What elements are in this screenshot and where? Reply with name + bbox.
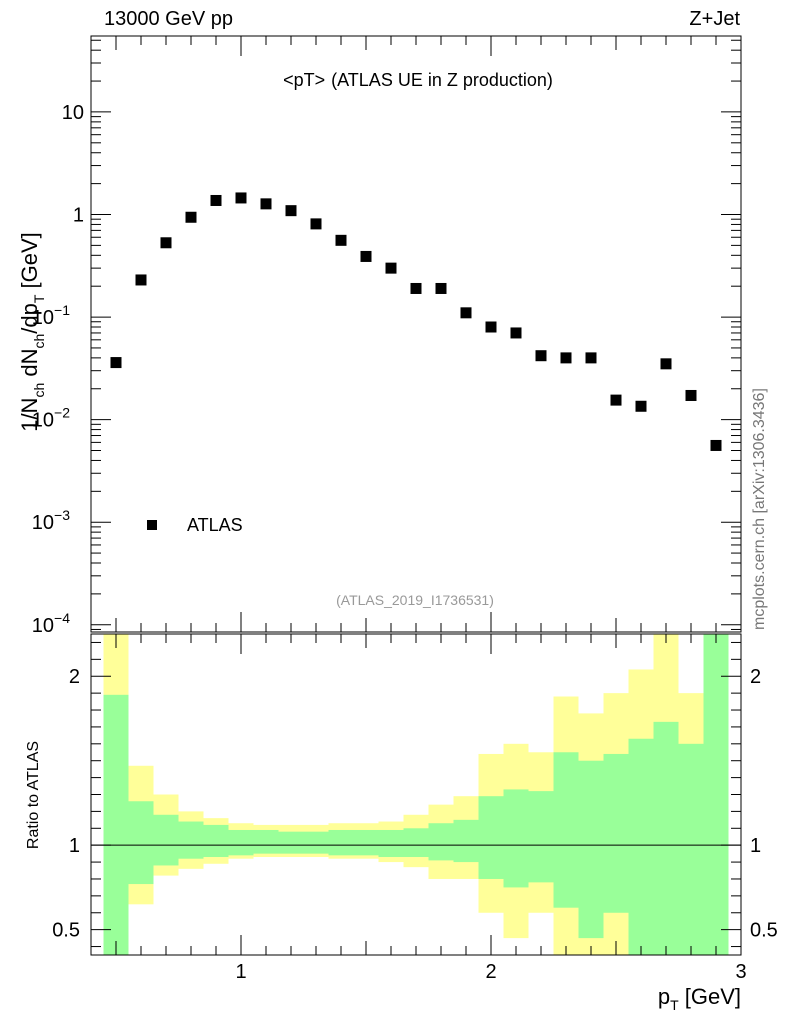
inner-band-bin — [328, 829, 354, 856]
main-plot-panel: <pT> (ATLAS UE in Z production) 1/Nch dNc… — [17, 35, 742, 637]
x-tick-label: 1 — [235, 961, 246, 983]
inner-band-bin — [203, 824, 229, 858]
data-point — [310, 218, 322, 230]
x-tick-label: 2 — [485, 961, 496, 983]
inner-band-bin — [703, 634, 729, 955]
inner-band-bin — [228, 829, 254, 856]
inner-band-bin — [428, 823, 454, 861]
data-point — [235, 192, 247, 204]
data-point — [210, 194, 222, 206]
main-plot-frame — [90, 35, 742, 633]
inner-band-bin — [678, 743, 704, 955]
inner-band-bin — [303, 831, 329, 854]
mcplots-reference-label: mcplots.cern.ch [arXiv:1306.3436] — [751, 388, 768, 630]
y-tick-label: 10−1 — [32, 302, 70, 329]
ratio-y-tick-label-right: 1 — [750, 835, 761, 857]
inner-band-bin — [578, 760, 604, 939]
x-axis-label: pT [GeV] — [658, 984, 741, 1013]
inner-band-bin — [178, 821, 204, 859]
data-point — [610, 394, 622, 406]
ratio-plot-frame — [90, 633, 742, 956]
data-point — [485, 321, 497, 333]
inner-band-bin — [153, 814, 179, 866]
analysis-id-watermark: (ATLAS_2019_I1736531) — [336, 592, 494, 608]
x-tick-label: 3 — [735, 961, 746, 983]
inner-band-bin — [453, 819, 479, 863]
data-point — [385, 262, 397, 274]
ratio-y-tick-label-right: 0.5 — [750, 920, 778, 942]
plot-title: <pT> (ATLAS UE in Z production) — [283, 70, 553, 90]
data-point — [335, 234, 347, 246]
x-tick-labels: 1 2 3 — [235, 961, 746, 983]
inner-band-bin — [278, 831, 304, 854]
atlas-data-points — [110, 192, 722, 451]
data-point — [160, 237, 172, 249]
inner-band-bin — [378, 829, 404, 858]
data-point — [635, 400, 647, 412]
ratio-y-tick-label: 1 — [69, 835, 80, 857]
data-point — [510, 327, 522, 339]
data-point — [285, 205, 297, 217]
main-axis-ticks — [90, 36, 742, 632]
data-point — [535, 350, 547, 362]
data-point — [185, 211, 197, 223]
ratio-y-tick-label: 2 — [69, 666, 80, 688]
plot-title-main: <pT> — [283, 70, 325, 90]
ratio-plot-panel: 2 2 1 1 0.5 0.5 1 2 3 Ratio to ATLAS pT [GeV] — [25, 633, 778, 1013]
plot-title-sub: (ATLAS UE in Z production) — [331, 70, 553, 90]
y-tick-label: 10 — [62, 102, 84, 124]
inner-band-bin — [503, 789, 529, 888]
inner-band-bin — [653, 721, 679, 955]
y-tick-label: 10−2 — [32, 405, 70, 432]
ratio-y-tick-label: 0.5 — [52, 920, 80, 942]
data-point — [360, 250, 372, 262]
legend-label: ATLAS — [187, 515, 243, 535]
inner-band-bin — [628, 738, 654, 955]
inner-band-bin — [128, 801, 154, 885]
ratio-y-axis-label: Ratio to ATLAS — [25, 741, 42, 849]
inner-band-bin — [478, 796, 504, 879]
data-point — [460, 307, 472, 319]
data-point — [585, 352, 597, 364]
y-tick-label: 10−4 — [32, 610, 70, 637]
data-point — [685, 389, 697, 401]
inner-band-bin — [253, 829, 279, 854]
uncertainty-bands — [103, 634, 729, 955]
inner-band-bin — [603, 753, 629, 913]
inner-band-bin — [553, 752, 579, 908]
main-y-axis-label: 1/Nch dNch/dpT [GeV] — [17, 232, 47, 432]
ratio-y-tick-label-right: 2 — [750, 666, 761, 688]
data-point — [660, 358, 672, 370]
main-y-tick-labels: 10 1 10−1 10−2 10−3 10−4 — [32, 102, 84, 637]
ratio-axis-ticks — [90, 634, 742, 955]
legend-marker — [147, 520, 157, 530]
data-point — [410, 282, 422, 294]
data-point — [435, 282, 447, 294]
ratio-y-tick-labels: 2 2 1 1 0.5 0.5 — [52, 666, 778, 941]
y-tick-label: 1 — [73, 205, 84, 227]
data-point — [560, 352, 572, 364]
inner-band-bin — [103, 694, 129, 955]
data-point — [110, 357, 122, 369]
process-label: Z+Jet — [689, 8, 740, 30]
energy-label: 13000 GeV pp — [104, 8, 233, 30]
data-point — [135, 274, 147, 286]
inner-band-bin — [528, 791, 554, 883]
y-tick-label: 10−3 — [32, 507, 70, 534]
inner-band-bin — [403, 828, 429, 858]
data-point — [710, 439, 722, 451]
data-point — [260, 198, 272, 210]
inner-band-bin — [353, 829, 379, 856]
